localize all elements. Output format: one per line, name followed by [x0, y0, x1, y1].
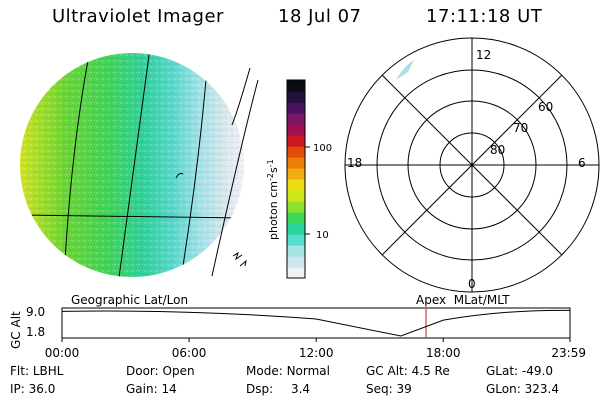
- polar-lat-label-60: 60: [538, 100, 553, 114]
- timeline-x-ticks: [61, 338, 571, 342]
- polar-plot: [344, 37, 600, 293]
- polar-lat-label-70: 70: [513, 121, 528, 135]
- geographic-grid: [20, 53, 244, 277]
- polar-image-patch: [396, 60, 414, 80]
- colorbar-segment: [287, 267, 305, 279]
- colorbar-segment: [287, 135, 305, 147]
- colorbar-segment: [287, 190, 305, 202]
- colorbar-frame: [286, 79, 306, 279]
- timeline-x-tick-label: 06:00: [172, 346, 207, 360]
- timeline-frame: [61, 307, 571, 339]
- timeline-x-tick-label: 18:00: [426, 346, 461, 360]
- polar-hour-label-18: 18: [347, 156, 362, 170]
- colorbar-segment: [287, 80, 305, 92]
- altitude-curve: [61, 309, 571, 337]
- colorbar-tick-label: 10: [316, 230, 329, 241]
- timeline-y-tick: 1.8: [26, 325, 45, 339]
- field-glat: GLat: -49.0: [486, 364, 553, 378]
- polar-lat-label-80: 80: [490, 143, 505, 157]
- colorbar-segment: [287, 113, 305, 125]
- observation-time: 17:11:18 UT: [426, 6, 543, 27]
- field-mode: Mode: Normal: [246, 364, 330, 378]
- timeline-right-label: Apex MLat/MLT: [416, 293, 510, 307]
- field-dsp: Dsp: 3.4: [246, 382, 311, 396]
- field-gc-alt: GC Alt: 4.5 Re: [366, 364, 450, 378]
- field-door: Door: Open: [126, 364, 195, 378]
- field-gain: Gain: 14: [126, 382, 177, 396]
- colorbar-segment: [287, 102, 305, 114]
- polar-hour-label-12: 12: [476, 48, 491, 62]
- auroral-image: [20, 53, 259, 277]
- polar-hour-label-0: 0: [468, 277, 476, 291]
- polar-hour-label-6: 6: [578, 156, 586, 170]
- colorbar-segment: [287, 201, 305, 213]
- timeline-left-label: Geographic Lat/Lon: [71, 293, 188, 307]
- polar-meridian: [381, 74, 563, 256]
- colorbar-segment: [287, 157, 305, 169]
- colorbar-segment: [287, 234, 305, 246]
- timeline-x-tick-labels: 00:00 06:00 12:00 18:00 23:59: [45, 346, 586, 360]
- colorbar-segment: [287, 212, 305, 224]
- field-seq: Seq: 39: [366, 382, 412, 396]
- colorbar-segment: [287, 256, 305, 268]
- colorbar-segment: [287, 124, 305, 136]
- timeline-x-tick-label: 00:00: [45, 346, 80, 360]
- instrument-title: Ultraviolet Imager: [52, 6, 224, 27]
- colorbar-segment: [287, 91, 305, 103]
- orbit-timeline: [61, 307, 571, 342]
- timeline-y-tick: 9.0: [26, 305, 45, 319]
- colorbar-segment: [287, 223, 305, 235]
- colorbar-segment: [287, 179, 305, 191]
- geographic-grid-outside: [175, 67, 259, 277]
- colorbar-segment: [287, 146, 305, 158]
- colorbar-segment: [287, 245, 305, 257]
- timeline-x-tick-label: 12:00: [299, 346, 334, 360]
- timeline-x-tick-label: 23:59: [551, 346, 586, 360]
- observation-date: 18 Jul 07: [278, 6, 362, 27]
- colorbar-unit-label: photon cm-2s-1: [266, 159, 280, 240]
- field-ip: IP: 36.0: [10, 382, 56, 396]
- field-glon: GLon: 323.4: [486, 382, 559, 396]
- colorbar-tick-label: 100: [313, 143, 332, 154]
- colorbar-segment: [287, 168, 305, 180]
- colorbar: [287, 80, 305, 279]
- timeline-y-axis-label: GC Alt: [9, 311, 23, 349]
- field-filter: Flt: LBHL: [10, 364, 64, 378]
